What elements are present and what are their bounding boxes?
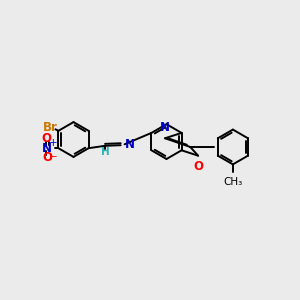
Text: +: +: [49, 138, 58, 148]
Text: N: N: [160, 121, 170, 134]
Text: H: H: [101, 147, 110, 158]
Text: O: O: [42, 151, 52, 164]
Text: CH₃: CH₃: [223, 177, 242, 187]
Text: Br: Br: [43, 121, 58, 134]
Text: O: O: [194, 160, 204, 173]
Text: −: −: [49, 152, 58, 162]
Text: O: O: [41, 132, 51, 146]
Text: N: N: [41, 142, 51, 155]
Text: N: N: [124, 138, 135, 151]
